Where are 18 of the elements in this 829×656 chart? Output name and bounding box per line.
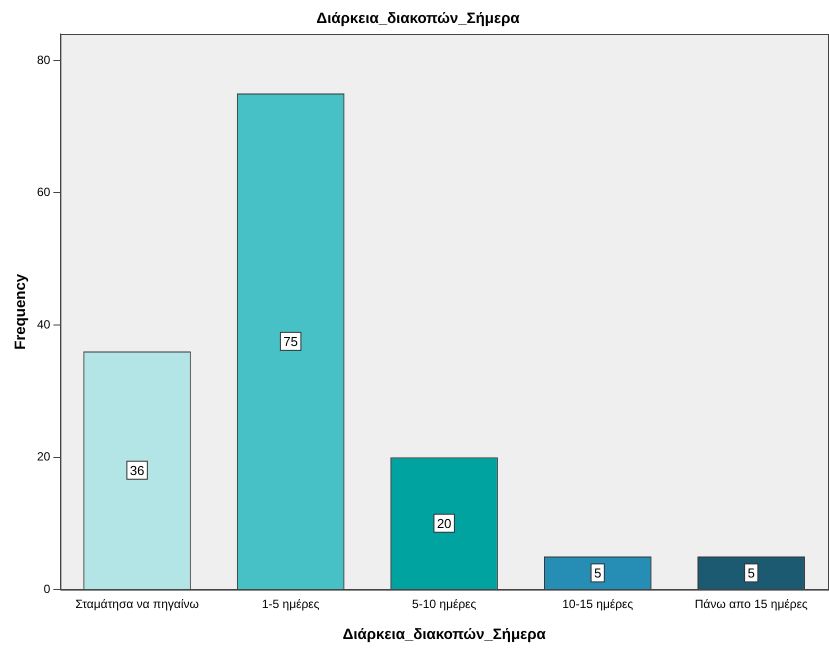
x-axis-title: Διάρκεια_διακοπών_Σήμερα [342,626,547,644]
data-label: 5 [594,565,602,580]
data-label: 20 [436,516,452,531]
data-label: 75 [283,334,298,349]
x-tick-label: Σταμάτησα να πηγαίνω [75,597,199,612]
x-tick-label: 1-5 ημέρες [262,597,320,612]
x-tick-label: 10-15 ημέρες [562,597,634,612]
x-tick-label: Πάνω απο 15 ημέρες [694,597,808,612]
y-tick-label: 20 [36,450,51,464]
data-label: 36 [130,462,144,478]
y-tick-label: 60 [36,185,51,200]
y-tick-label: 80 [36,52,51,67]
y-tick-label: 0 [44,582,51,596]
data-label: 5 [748,565,755,580]
y-tick-label: 40 [36,317,51,332]
chart-title: Διάρκεια_διακοπών_Σήμερα [316,10,520,28]
y-axis-title: Frequency [12,273,30,350]
x-tick-label: 5-10 ημέρες [412,597,477,612]
